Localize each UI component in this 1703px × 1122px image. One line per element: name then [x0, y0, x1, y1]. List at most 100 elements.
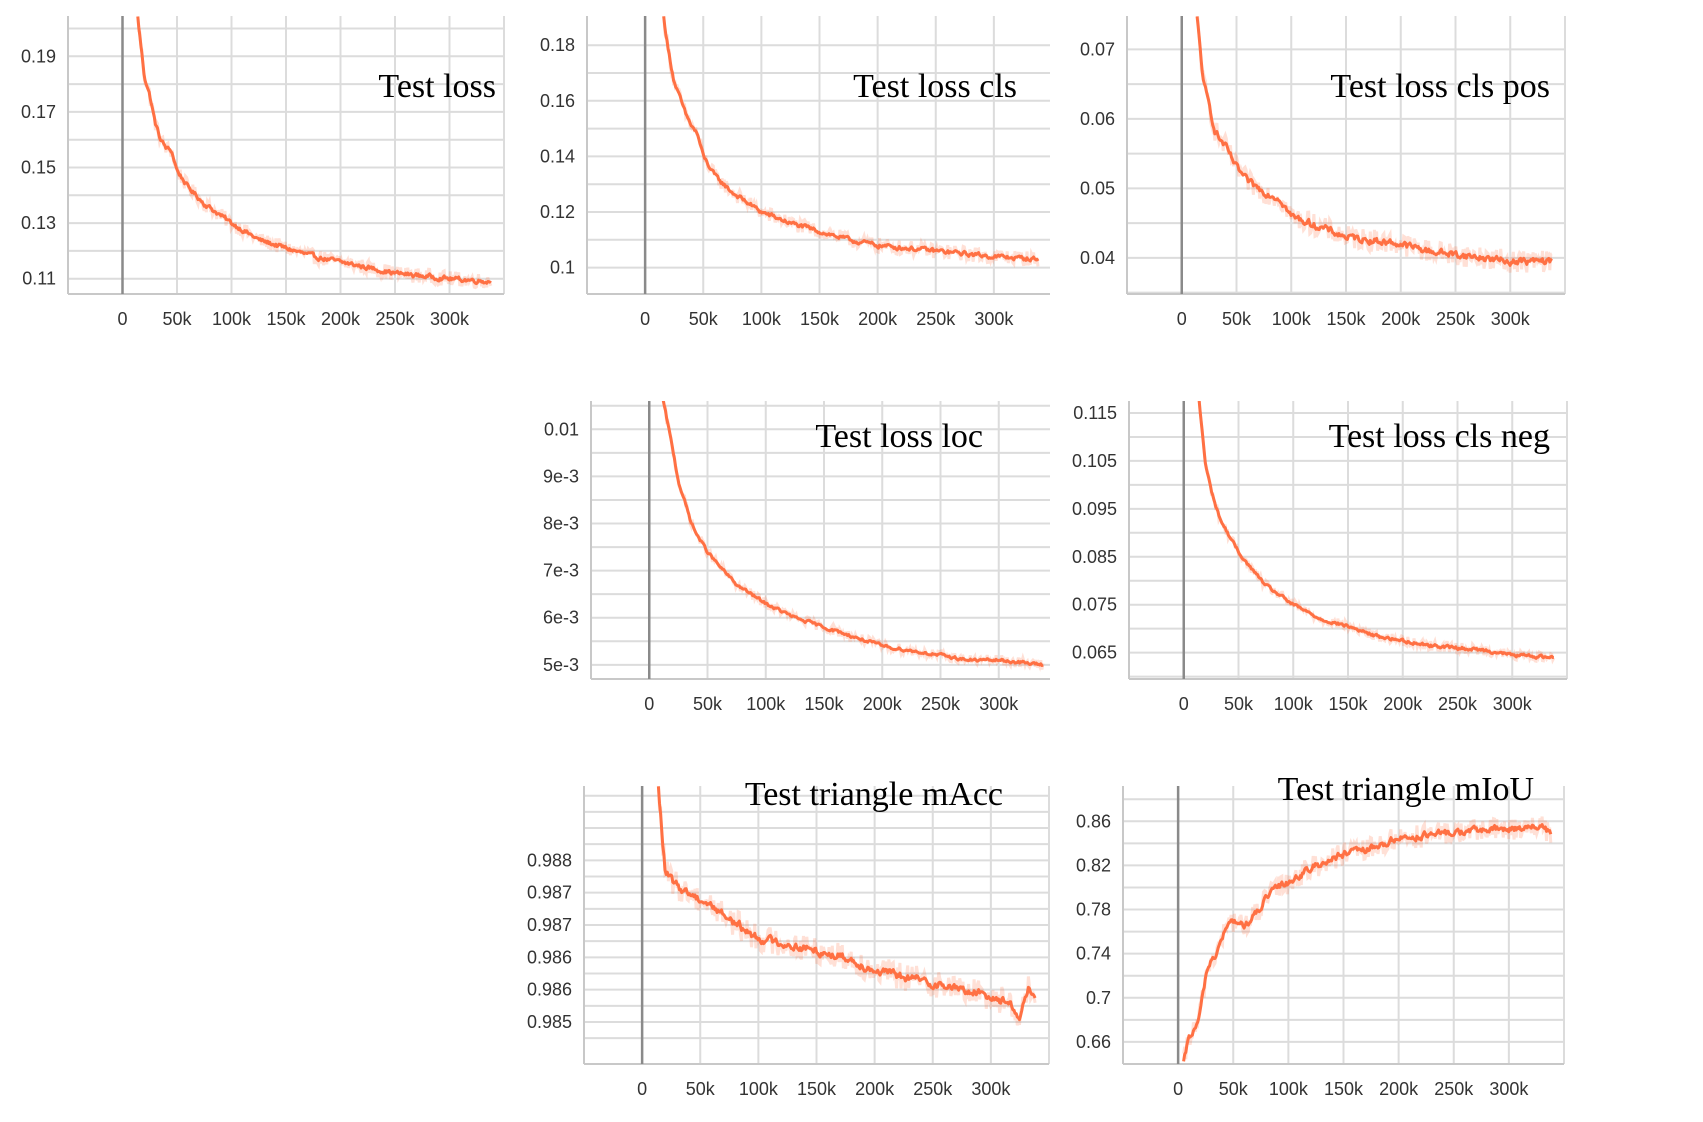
- x-tick-label: 300k: [979, 694, 1019, 714]
- x-tick-label: 100k: [739, 1079, 779, 1099]
- x-tick-label: 50k: [1224, 694, 1254, 714]
- y-tick-label: 0.04: [1080, 248, 1115, 268]
- y-tick-label: 0.7: [1086, 988, 1111, 1008]
- x-tick-label: 200k: [321, 309, 361, 329]
- x-tick-label: 50k: [686, 1079, 716, 1099]
- chart-test-loss: 0.11 0.13 0.15 0.17 0.19 0 50k 100k 150k 200k 250k…: [0, 0, 520, 340]
- x-tick-label: 150k: [1324, 1079, 1364, 1099]
- x-tick-label: 50k: [689, 309, 719, 329]
- x-tick-label: 100k: [1269, 1079, 1309, 1099]
- x-tick-label: 0: [644, 694, 654, 714]
- y-tick-label: 0.987: [527, 915, 572, 935]
- y-tick-label: 0.01: [544, 419, 579, 439]
- x-tick-label: 50k: [693, 694, 723, 714]
- x-tick-label: 100k: [212, 309, 252, 329]
- series-raw-line: [662, 16, 1040, 269]
- chart-svg: 0.11 0.13 0.15 0.17 0.19 0 50k 100k 150k 200k 250k…: [21, 16, 505, 329]
- x-tick-label: 250k: [916, 309, 956, 329]
- y-tick-label: 0.07: [1080, 39, 1115, 59]
- x-tick-label: 100k: [746, 694, 786, 714]
- x-tick-label: 100k: [742, 309, 782, 329]
- y-tick-label: 0.16: [540, 91, 575, 111]
- y-tick-label: 0.075: [1072, 595, 1117, 615]
- series-raw-line: [1196, 16, 1553, 273]
- x-tick-label: 100k: [1274, 694, 1314, 714]
- chart-test-triangle-macc: 0.985 0.986 0.986 0.987 0.987 0.988 0 50k 100k 15…: [525, 770, 1050, 1120]
- chart-test-loss-cls: 0.1 0.12 0.14 0.16 0.18 0 50k 100k 150k 200k 250k 3…: [525, 0, 1050, 340]
- y-tick-label: 7e-3: [543, 561, 579, 581]
- y-tick-label: 6e-3: [543, 608, 579, 628]
- chart-test-loss-cls-neg: 0.065 0.075 0.085 0.095 0.105 0.115 0 50k 100k 15…: [1060, 385, 1580, 725]
- x-tick-label: 300k: [971, 1079, 1011, 1099]
- series-line: [1195, 16, 1554, 267]
- chart-test-triangle-miou: 0.66 0.7 0.74 0.78 0.82 0.86 0 50k 100k 150k 200k 2…: [1060, 770, 1580, 1120]
- x-tick-label: 0: [640, 309, 650, 329]
- x-tick-label: 50k: [162, 309, 192, 329]
- y-tick-label: 5e-3: [543, 655, 579, 675]
- y-tick-label: 8e-3: [543, 514, 579, 534]
- y-tick-label: 0.105: [1072, 451, 1117, 471]
- chart-svg: 5e-3 6e-3 7e-3 8e-3 9e-3 0.01 0 50k 100k 150k 200k…: [543, 401, 1050, 714]
- x-tick-label: 250k: [1434, 1079, 1474, 1099]
- x-tick-label: 0: [637, 1079, 647, 1099]
- series-line: [136, 16, 492, 286]
- x-tick-label: 150k: [1328, 694, 1368, 714]
- chart-title: Test triangle mAcc: [745, 776, 1003, 813]
- chart-svg: 0.065 0.075 0.085 0.095 0.105 0.115 0 50k 100k 15…: [1072, 401, 1568, 714]
- chart-title: Test loss cls neg: [1329, 418, 1550, 455]
- x-tick-label: 300k: [1491, 309, 1531, 329]
- x-tick-label: 300k: [1489, 1079, 1529, 1099]
- chart-svg: 0.985 0.986 0.986 0.987 0.987 0.988 0 50k 100k 15…: [527, 776, 1050, 1099]
- y-tick-label: 0.66: [1076, 1032, 1111, 1052]
- x-tick-label: 250k: [913, 1079, 953, 1099]
- chart-svg: 0.66 0.7 0.74 0.78 0.82 0.86 0 50k 100k 150k 200k 2…: [1076, 771, 1565, 1099]
- y-tick-label: 0.11: [22, 269, 56, 289]
- x-tick-label: 250k: [1438, 694, 1478, 714]
- y-tick-label: 0.82: [1076, 855, 1111, 875]
- chart-test-loss-loc: 5e-3 6e-3 7e-3 8e-3 9e-3 0.01 0 50k 100k 150k 200k…: [525, 385, 1050, 725]
- y-tick-label: 0.74: [1076, 944, 1111, 964]
- chart-title: Test loss cls: [853, 68, 1017, 105]
- y-tick-label: 0.05: [1080, 178, 1115, 198]
- y-tick-label: 0.115: [1073, 403, 1117, 423]
- y-tick-label: 0.986: [527, 947, 572, 967]
- y-tick-label: 0.06: [1080, 109, 1115, 129]
- x-tick-label: 250k: [921, 694, 961, 714]
- chart-title: Test loss cls pos: [1330, 68, 1550, 105]
- series-line: [1182, 823, 1553, 1062]
- x-tick-label: 0: [1177, 309, 1187, 329]
- x-tick-label: 300k: [974, 309, 1014, 329]
- series-line: [662, 16, 1040, 263]
- series-line: [661, 401, 1044, 667]
- y-tick-label: 0.14: [540, 146, 575, 166]
- x-tick-label: 200k: [855, 1079, 895, 1099]
- x-tick-label: 150k: [804, 694, 844, 714]
- x-tick-label: 200k: [1383, 694, 1423, 714]
- y-tick-label: 0.78: [1076, 900, 1111, 920]
- chart-title: Test loss: [378, 68, 496, 105]
- y-tick-label: 0.085: [1072, 547, 1117, 567]
- x-tick-label: 200k: [858, 309, 898, 329]
- y-tick-label: 0.1: [550, 258, 575, 278]
- x-tick-label: 300k: [430, 309, 470, 329]
- x-tick-label: 0: [1173, 1079, 1183, 1099]
- y-tick-label: 0.095: [1072, 499, 1117, 519]
- chart-title: Test triangle mIoU: [1278, 771, 1534, 808]
- x-tick-label: 250k: [375, 309, 415, 329]
- x-tick-label: 50k: [1222, 309, 1252, 329]
- x-tick-label: 150k: [266, 309, 306, 329]
- y-tick-label: 0.15: [21, 158, 56, 178]
- x-tick-label: 100k: [1272, 309, 1312, 329]
- x-tick-label: 150k: [797, 1079, 837, 1099]
- x-tick-label: 300k: [1493, 694, 1533, 714]
- chart-svg: 0.1 0.12 0.14 0.16 0.18 0 50k 100k 150k 200k 250k 3…: [540, 16, 1050, 329]
- x-tick-label: 250k: [1436, 309, 1476, 329]
- y-tick-label: 0.19: [21, 46, 56, 66]
- y-tick-label: 0.065: [1072, 643, 1117, 663]
- series-line: [656, 786, 1037, 1022]
- chart-title: Test loss loc: [815, 418, 983, 455]
- y-tick-label: 0.86: [1076, 811, 1111, 831]
- y-tick-label: 0.986: [527, 980, 572, 1000]
- grid: [586, 16, 1050, 294]
- y-tick-label: 0.18: [540, 35, 575, 55]
